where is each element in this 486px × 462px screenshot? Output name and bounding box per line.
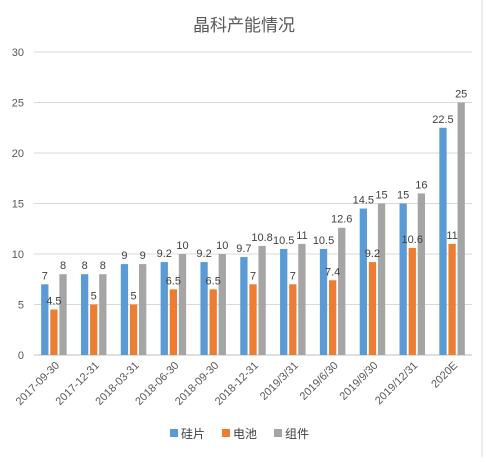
data-label: 11 [296, 230, 307, 242]
bar-组件 [218, 254, 226, 355]
bar-电池 [408, 247, 416, 355]
bar-电池 [328, 280, 337, 355]
y-tick-label: 25 [12, 98, 24, 110]
data-label: 14.5 [353, 195, 374, 207]
data-label: 10.5 [273, 235, 294, 247]
bar-组件 [138, 264, 147, 355]
bar-组件 [59, 274, 67, 355]
data-label: 10.5 [313, 235, 334, 247]
bar-组件 [99, 274, 107, 355]
bar-电池 [368, 262, 377, 355]
legend-swatch [222, 429, 230, 437]
data-label: 9.7 [236, 243, 251, 255]
data-label: 25 [455, 89, 467, 101]
data-label: 11 [446, 230, 457, 242]
y-tick-label: 20 [12, 148, 24, 160]
legend-swatch [274, 429, 282, 437]
data-label: 8 [100, 260, 106, 272]
data-label: 8 [82, 260, 88, 272]
bar-电池 [249, 284, 257, 355]
bar-硅片 [359, 208, 368, 355]
y-tick-label: 10 [12, 249, 24, 261]
data-label: 6.5 [166, 275, 181, 287]
data-label: 12.6 [331, 214, 352, 226]
y-tick-label: 15 [12, 199, 24, 211]
bar-硅片 [41, 284, 49, 355]
data-label: 7 [42, 270, 48, 282]
bar-硅片 [399, 203, 407, 355]
data-label: 9.2 [157, 248, 172, 260]
y-tick-label: 5 [18, 300, 24, 312]
bar-组件 [298, 243, 306, 355]
bar-硅片 [240, 257, 248, 355]
bar-组件 [338, 227, 346, 355]
data-label: 15 [375, 190, 387, 202]
data-label: 9.2 [365, 248, 380, 260]
bar-硅片 [439, 127, 447, 355]
chart-title: 晶科产能情况 [193, 16, 295, 35]
bar-组件 [377, 203, 386, 355]
bar-电池 [289, 284, 297, 355]
data-label: 8 [60, 260, 66, 272]
bar-组件 [178, 254, 187, 355]
data-label: 10.6 [402, 234, 423, 246]
bar-电池 [209, 289, 217, 355]
data-label: 9 [140, 250, 146, 262]
data-label: 9.2 [196, 248, 211, 260]
data-label: 6.5 [206, 275, 221, 287]
data-label: 7 [250, 270, 256, 282]
bars [41, 102, 465, 355]
data-label: 16 [415, 179, 427, 191]
bar-电池 [90, 304, 98, 355]
bar-硅片 [280, 248, 288, 355]
bar-硅片 [80, 274, 89, 355]
y-tick-label: 0 [18, 350, 24, 362]
data-label: 5 [130, 291, 136, 303]
y-axis-ticks: 0 5 10 15 20 25 30 [12, 47, 24, 362]
bar-硅片 [319, 248, 328, 355]
data-label: 10.8 [251, 232, 272, 244]
bar-硅片 [160, 262, 168, 355]
data-label: 5 [91, 291, 97, 303]
bar-电池 [50, 309, 58, 355]
data-label: 7.4 [325, 266, 340, 278]
legend-label: 硅片 [181, 427, 205, 441]
data-label: 15 [397, 190, 409, 202]
data-label: 4.5 [46, 296, 61, 308]
bar-电池 [129, 304, 138, 355]
legend-label: 组件 [285, 427, 309, 441]
data-label: 22.5 [432, 114, 453, 126]
bar-组件 [417, 193, 426, 355]
bar-电池 [448, 243, 456, 355]
data-label: 10 [176, 240, 188, 252]
bar-组件 [457, 102, 465, 355]
bar-硅片 [200, 262, 208, 355]
data-label: 7 [290, 270, 296, 282]
legend-swatch [170, 429, 178, 437]
bar-硅片 [120, 264, 129, 355]
bar-电池 [169, 289, 178, 355]
y-tick-label: 30 [12, 47, 24, 59]
legend-label: 电池 [233, 427, 257, 441]
legend: 硅片 电池 组件 [170, 427, 309, 441]
data-label: 9 [121, 250, 127, 262]
bar-组件 [258, 245, 266, 355]
data-label: 10 [216, 240, 228, 252]
